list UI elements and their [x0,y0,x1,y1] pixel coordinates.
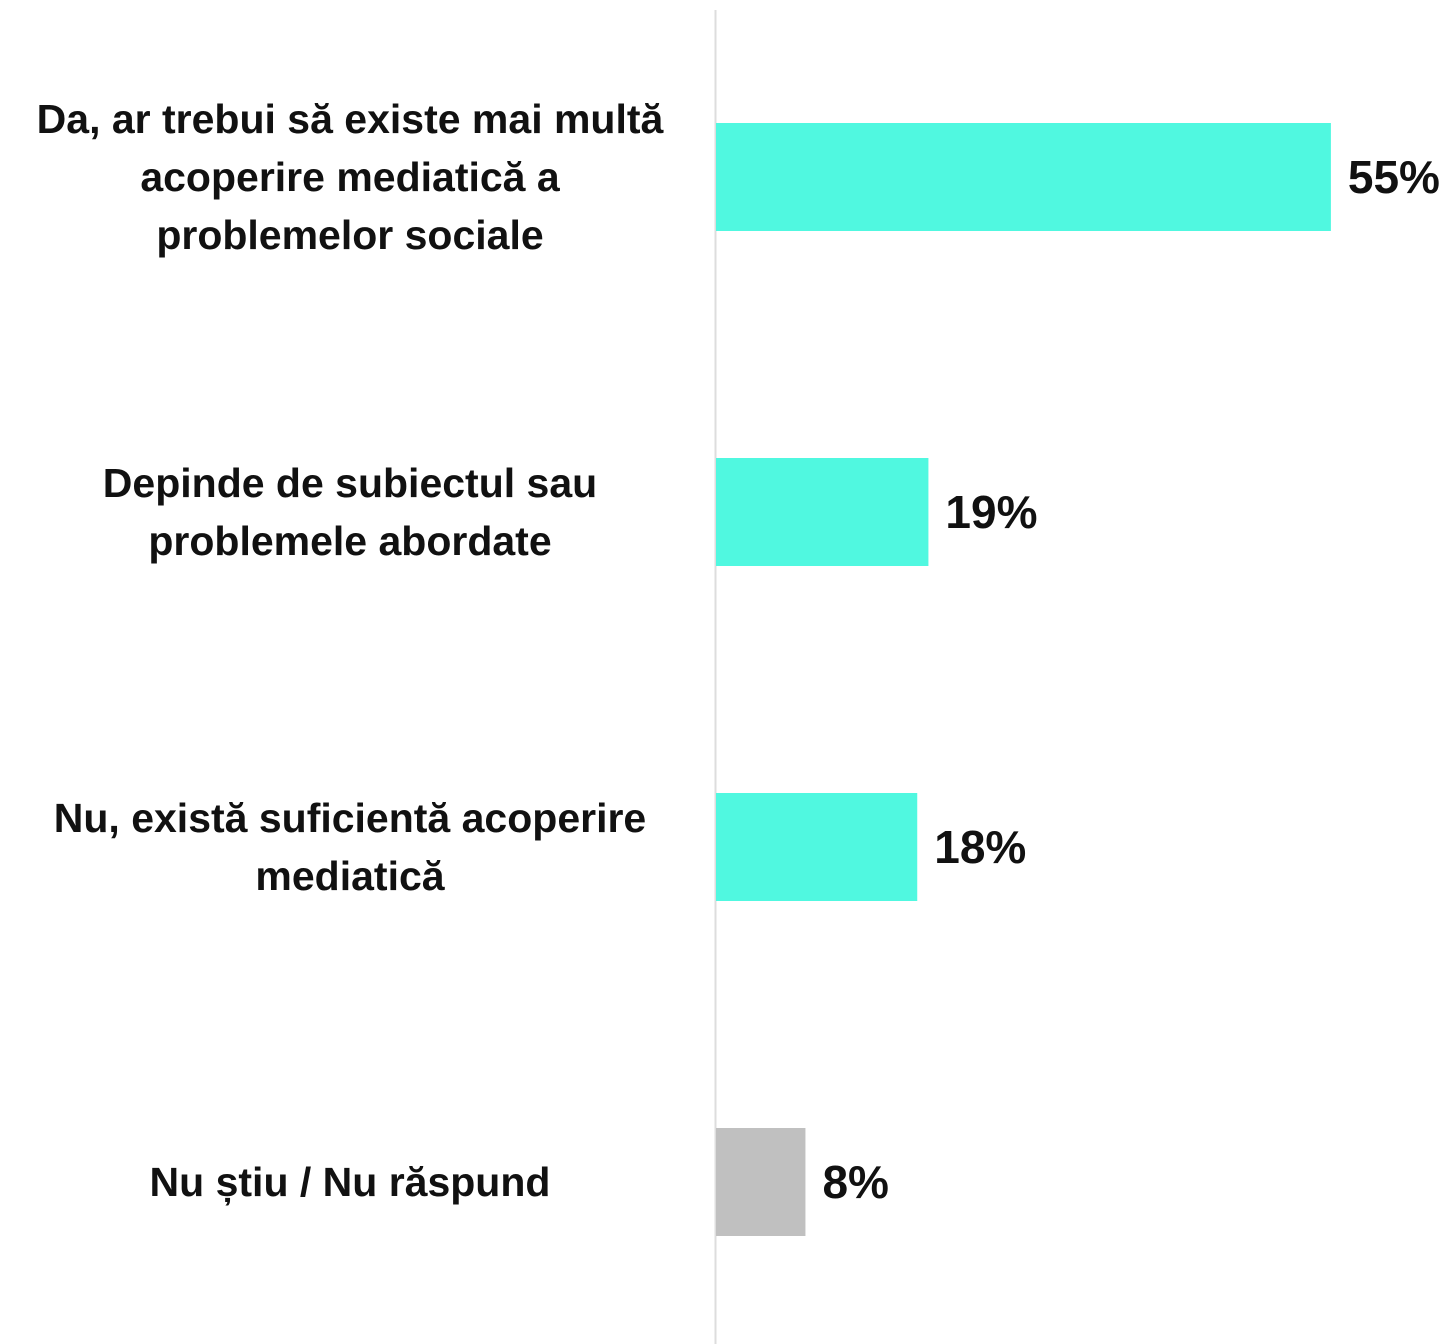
value-label: 19% [945,486,1038,538]
value-label: 18% [934,821,1027,873]
value-label: 55% [1347,151,1440,203]
bar [716,458,929,566]
category-label: Nu știu / Nu răspund [149,1159,551,1205]
category-label: Nu, există suficientă acoperire mediatic… [53,795,647,899]
bar [716,1128,806,1236]
bar [716,793,918,901]
value-label: 8% [822,1156,889,1208]
category-label: Depinde de subiectul sau problemele abor… [102,460,598,564]
category-label: Da, ar trebui să existe mai multă acoper… [36,96,664,258]
bar [716,123,1331,231]
